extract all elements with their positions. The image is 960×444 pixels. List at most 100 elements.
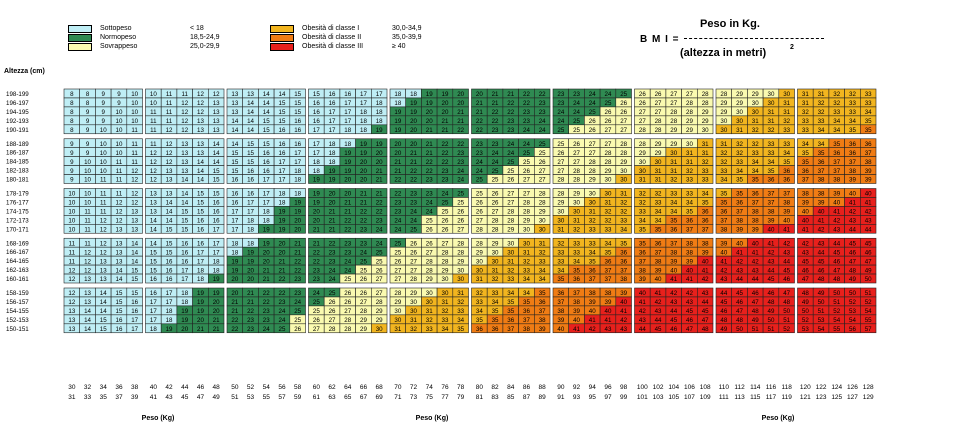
cell-value: 44 [783,258,790,265]
cell-value: 39 [865,168,872,175]
cell-value: 12 [197,91,204,98]
height-label: 182-183 [6,168,29,175]
cell-value: 10 [100,168,107,175]
cell-value: 26 [294,326,301,333]
cell-value: 24 [344,258,351,265]
cell-value: 20 [181,326,188,333]
cell-value: 36 [865,141,872,148]
cell-value: 41 [849,200,856,207]
cell-value: 15 [313,91,320,98]
cell-value: 45 [818,258,825,265]
cell-value: 28 [492,218,499,225]
cell-value: 35 [849,127,856,134]
cell-value: 22 [410,177,417,184]
cell-value: 21 [329,209,336,216]
cell-value: 48 [833,276,840,283]
cell-value: 36 [539,299,546,306]
cell-value: 23 [313,267,320,274]
cell-value: 16 [213,218,220,225]
heatmap-cell [452,174,469,184]
cell-value: 25 [313,299,320,306]
cell-value: 26 [507,177,514,184]
x-tick-label: 44 [181,384,189,391]
cell-value: 13 [116,240,123,247]
cell-value: 39 [802,200,809,207]
cell-value: 24 [329,276,336,283]
cell-value: 20 [360,159,367,166]
cell-value: 33 [573,240,580,247]
cell-value: 30 [394,317,401,324]
cell-value: 37 [670,240,677,247]
cell-value: 33 [523,267,530,274]
x-tick-label: 47 [197,394,205,401]
cell-value: 38 [849,168,856,175]
cell-value: 25 [360,267,367,274]
cell-value: 46 [849,249,856,256]
x-tick-label: 115 [750,394,761,401]
cell-value: 35 [802,150,809,157]
cell-value: 28 [620,141,627,148]
cell-value: 36 [702,218,709,225]
cell-value: 9 [86,118,90,125]
cell-value: 31 [655,168,662,175]
cell-value: 28 [605,159,612,166]
cell-value: 44 [702,299,709,306]
heatmap-cell [533,174,551,184]
cell-value: 43 [865,218,872,225]
cell-value: 27 [376,290,383,297]
cell-value: 11 [131,141,138,148]
heatmap-cell [208,273,225,284]
cell-value: 32 [639,191,646,198]
x-tick-label: 86 [523,384,531,391]
cell-value: 11 [100,200,107,207]
cell-value: 14 [263,109,270,116]
cell-value: 10 [68,200,75,207]
cell-value: 43 [783,249,790,256]
cell-value: 18 [279,191,286,198]
x-tick-label: 102 [653,384,664,391]
cell-value: 24 [476,168,483,175]
cell-value: 21 [442,118,449,125]
cell-value: 16 [150,276,157,283]
cell-value: 22 [476,127,483,134]
cell-value: 36 [507,317,514,324]
cell-value: 21 [394,159,401,166]
cell-value: 16 [181,249,188,256]
cell-value: 14 [213,150,220,157]
cell-value: 30 [589,200,596,207]
cell-value: 30 [457,276,464,283]
cell-value: 12 [166,150,173,157]
cell-value: 25 [329,290,336,297]
cell-value: 10 [150,91,157,98]
cell-value: 29 [736,91,743,98]
cell-value: 25 [492,177,499,184]
x-tick-label: 64 [344,384,352,391]
cell-value: 30 [557,209,564,216]
cell-value: 32 [720,150,727,157]
cell-value: 44 [720,290,727,297]
cell-value: 37 [686,226,693,233]
cell-value: 28 [457,249,464,256]
cell-value: 27 [655,109,662,116]
cell-value: 11 [84,209,91,216]
cell-value: 29 [670,141,677,148]
cell-value: 12 [116,200,123,207]
x-tick-label: 77 [441,394,449,401]
cell-value: 18 [294,191,301,198]
cell-value: 32 [736,150,743,157]
cell-value: 34 [752,159,759,166]
cell-value: 20 [442,109,449,116]
cell-value: 39 [686,258,693,265]
x-tick-label: 62 [328,384,336,391]
cell-value: 13 [197,118,204,125]
cell-value: 10 [150,100,157,107]
heatmap-cell [208,124,225,135]
cell-value: 8 [70,118,74,125]
cell-value: 30 [620,168,627,175]
cell-value: 13 [100,276,107,283]
heatmap-cell [615,224,632,234]
cell-value: 11 [150,127,157,134]
cell-value: 27 [605,127,612,134]
cell-value: 13 [166,168,173,175]
cell-value: 9 [102,91,106,98]
